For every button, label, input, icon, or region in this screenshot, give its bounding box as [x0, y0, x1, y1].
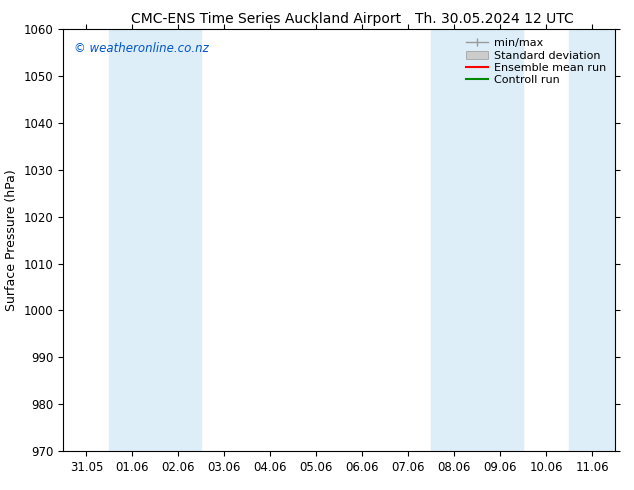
- Text: © weatheronline.co.nz: © weatheronline.co.nz: [74, 42, 209, 55]
- Bar: [431, 29, 477, 451]
- Bar: [477, 29, 523, 451]
- Legend: min/max, Standard deviation, Ensemble mean run, Controll run: min/max, Standard deviation, Ensemble me…: [463, 35, 609, 88]
- Bar: [569, 29, 615, 451]
- Text: Th. 30.05.2024 12 UTC: Th. 30.05.2024 12 UTC: [415, 12, 574, 26]
- Bar: [110, 29, 155, 451]
- Bar: [155, 29, 202, 451]
- Text: CMC-ENS Time Series Auckland Airport: CMC-ENS Time Series Auckland Airport: [131, 12, 401, 26]
- Y-axis label: Surface Pressure (hPa): Surface Pressure (hPa): [5, 169, 18, 311]
